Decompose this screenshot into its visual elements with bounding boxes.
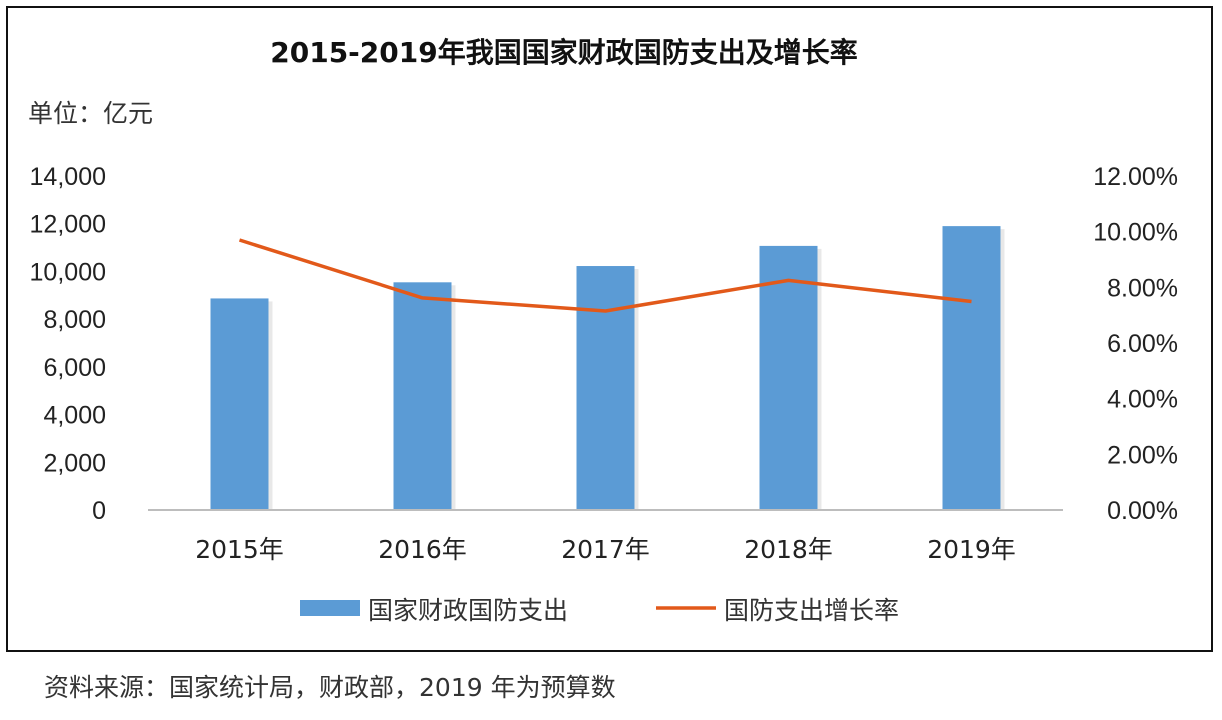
bar — [576, 266, 635, 510]
right-tick-label: 2.00% — [1107, 441, 1178, 469]
right-tick-label: 8.00% — [1107, 274, 1178, 302]
x-tick-label: 2019年 — [927, 535, 1016, 564]
source-note: 资料来源：国家统计局，财政部，2019 年为预算数 — [44, 673, 616, 702]
bar — [759, 245, 818, 510]
chart-frame: 2015-2019年我国国家财政国防支出及增长率 单位：亿元 0 2,000 4,0… — [6, 6, 1213, 652]
bar — [210, 298, 269, 510]
right-tick-label: 6.00% — [1107, 330, 1178, 358]
chart-title: 2015-2019年我国国家财政国防支出及增长率 — [270, 36, 857, 69]
x-tick-label: 2018年 — [744, 535, 833, 564]
bar-series — [210, 226, 1005, 511]
right-tick-label: 12.00% — [1093, 163, 1178, 191]
combo-chart: 2015-2019年我国国家财政国防支出及增长率 单位：亿元 0 2,000 4,0… — [28, 36, 1178, 625]
left-axis-ticks: 0 2,000 4,000 6,000 8,000 10,000 12,000 14,000 — [30, 163, 106, 525]
left-tick-label: 12,000 — [30, 211, 106, 239]
bar — [942, 226, 1001, 511]
legend-label-bar: 国家财政国防支出 — [368, 596, 568, 625]
unit-label: 单位：亿元 — [28, 99, 153, 128]
right-tick-label: 10.00% — [1093, 219, 1178, 247]
legend: 国家财政国防支出 国防支出增长率 — [300, 596, 899, 625]
right-axis-ticks: 0.00% 2.00% 4.00% 6.00% 8.00% 10.00% 12.00% — [1093, 163, 1178, 525]
growth-line — [238, 238, 972, 313]
x-axis-ticks: 2015年 2016年 2017年 2018年 2019年 — [195, 535, 1016, 564]
x-tick-label: 2016年 — [378, 535, 467, 564]
right-tick-label: 0.00% — [1107, 497, 1178, 525]
left-tick-label: 10,000 — [30, 258, 106, 286]
line-series — [238, 238, 972, 313]
left-tick-label: 0 — [92, 497, 106, 525]
right-tick-label: 4.00% — [1107, 386, 1178, 414]
left-tick-label: 2,000 — [43, 449, 106, 477]
left-tick-label: 14,000 — [30, 163, 106, 191]
left-tick-label: 8,000 — [43, 306, 106, 334]
bar — [393, 282, 452, 510]
left-tick-label: 4,000 — [43, 402, 106, 430]
legend-label-line: 国防支出增长率 — [724, 596, 899, 625]
legend-swatch-bar — [300, 600, 360, 616]
x-tick-label: 2015年 — [195, 535, 284, 564]
x-tick-label: 2017年 — [561, 535, 650, 564]
left-tick-label: 6,000 — [43, 354, 106, 382]
